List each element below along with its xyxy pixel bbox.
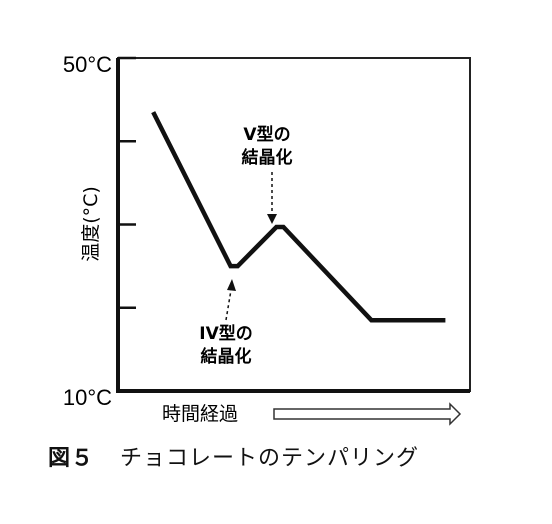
y-tick-label-bottom: 10°C xyxy=(63,385,112,410)
y-axis-label: 温度(°C) xyxy=(80,186,102,262)
annotation-iv-arrow-shaft xyxy=(225,289,232,321)
annotation-v-line1: V型の xyxy=(243,124,290,145)
annotation-v-line2: 結晶化 xyxy=(242,147,293,168)
x-axis-label: 時間経過 xyxy=(162,403,238,425)
plot-frame xyxy=(117,57,471,392)
annotation-iv-line2: 結晶化 xyxy=(201,346,252,367)
y-ticks xyxy=(118,56,136,393)
annotation-iv-line1: IV型の xyxy=(199,323,252,344)
figure-caption: 図５ チョコレートのテンパリング xyxy=(48,440,419,472)
y-tick-label-top: 50°C xyxy=(63,52,112,77)
figure-caption-text: チョコレートのテンパリング xyxy=(120,446,420,471)
annotation-v-arrowhead xyxy=(267,214,277,224)
time-arrow xyxy=(273,402,462,426)
figure-number: 図５ xyxy=(48,446,95,471)
temperature-line xyxy=(151,111,446,323)
annotation-iv-arrowhead xyxy=(227,279,236,291)
